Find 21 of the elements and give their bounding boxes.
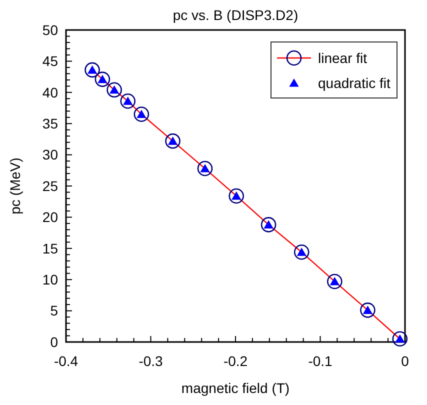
- x-axis-title: magnetic field (T): [181, 380, 290, 396]
- y-tick-label: 40: [42, 84, 58, 100]
- y-tick-label: 50: [42, 22, 58, 38]
- x-tick-label: -0.4: [54, 353, 78, 369]
- y-tick-label: 45: [42, 53, 58, 70]
- y-tick-label: 15: [42, 240, 58, 256]
- x-tick-label: -0.3: [138, 353, 164, 369]
- x-tick-label: -0.1: [308, 353, 333, 369]
- y-tick-label: 0: [50, 334, 58, 350]
- chart-title: pc vs. B (DISP3.D2): [172, 7, 298, 23]
- x-tick-label: 0: [401, 353, 410, 369]
- legend-label: quadratic fit: [318, 74, 390, 91]
- legend-label: linear fit: [318, 50, 368, 66]
- y-axis-title: pc (MeV): [7, 158, 23, 214]
- y-tick-label: 35: [42, 116, 58, 132]
- y-tick-label: 20: [42, 209, 58, 226]
- x-tick-label: -0.2: [223, 353, 248, 369]
- y-tick-label: 25: [42, 178, 58, 194]
- y-tick-label: 30: [42, 146, 58, 163]
- y-tick-label: 10: [42, 272, 58, 288]
- y-tick-label: 5: [50, 302, 58, 319]
